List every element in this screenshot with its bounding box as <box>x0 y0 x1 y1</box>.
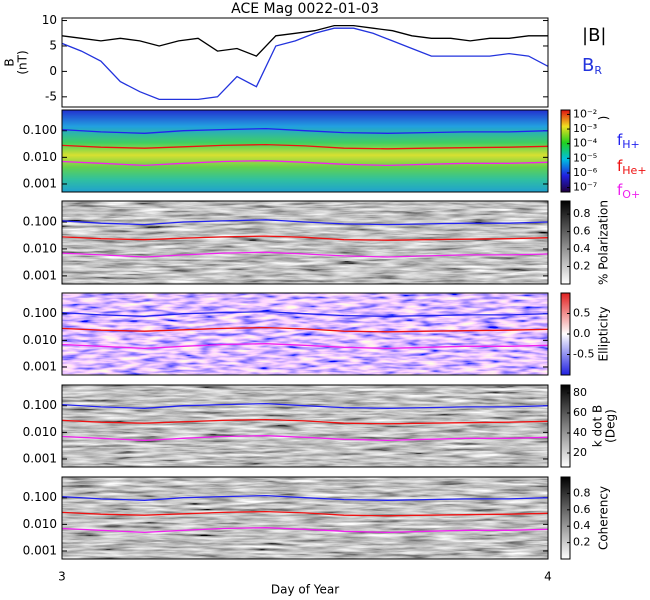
legend-main: f <box>617 181 623 199</box>
series-line <box>62 402 548 409</box>
colorbar-label: k dot B <box>591 405 605 447</box>
spectrogram-background <box>62 201 548 284</box>
colorbar-label: % Polarization <box>597 200 611 285</box>
series-line <box>62 127 548 134</box>
colorbar-tick-label: 10⁻⁷ <box>573 181 597 194</box>
y-tick-label: 0 <box>49 64 57 78</box>
series-line <box>62 24 548 57</box>
colorbar <box>560 200 571 285</box>
legend-entry: fO+ <box>617 181 640 202</box>
colorbar-tick-label: 10⁻³ <box>573 122 597 135</box>
y-axis-label: (nT) <box>16 50 30 74</box>
y-tick-label: 0.100 <box>23 398 57 412</box>
plot-frame <box>61 384 549 468</box>
series-line <box>62 251 548 258</box>
series-line <box>62 435 548 442</box>
colorbar-tick-label: -0.5 <box>573 348 594 361</box>
series-line <box>62 143 548 150</box>
legend-sub: He+ <box>622 164 646 177</box>
colorbar-tick-label: 0.2 <box>573 536 591 549</box>
y-tick-label: 0.100 <box>23 214 57 228</box>
y-tick-label: 0.100 <box>23 306 57 320</box>
legend-sub: O+ <box>622 188 640 201</box>
colorbar-tick-label: 0.6 <box>573 503 591 516</box>
colorbar-tick-label: 0.5 <box>573 307 591 320</box>
colorbar-tick-label: 0.6 <box>573 225 591 238</box>
plot-frame <box>61 200 549 285</box>
chart-title: ACE Mag 0022-01-03 <box>231 1 379 17</box>
x-tick-label: 3 <box>58 570 66 584</box>
spectrogram-background <box>62 385 548 467</box>
spectrogram-background <box>62 293 548 375</box>
spectrogram-background <box>62 477 548 559</box>
y-tick-label: 5 <box>49 38 57 52</box>
y-tick-label: 0.010 <box>23 241 57 255</box>
y-tick-label: 0.010 <box>23 425 57 439</box>
y-tick-label: 0.001 <box>23 543 57 557</box>
y-tick-label: 0.010 <box>23 150 57 164</box>
x-tick-label: 4 <box>544 570 552 584</box>
colorbar-tick-label: 40 <box>573 426 587 439</box>
series-line <box>62 418 548 425</box>
series-line <box>62 27 548 101</box>
legend-entry: |B| <box>582 25 606 46</box>
plot-frame <box>61 476 549 560</box>
colorbar-label: Coherency <box>597 486 611 550</box>
y-tick-label: 0.001 <box>23 176 57 190</box>
legend-main: B <box>582 55 594 76</box>
colorbar-tick-label: 0.2 <box>573 260 591 273</box>
colorbar-tick-label: 80 <box>573 386 587 399</box>
y-tick-label: 0.001 <box>23 359 57 373</box>
colorbar <box>560 384 571 468</box>
legend-main: f <box>617 157 623 175</box>
colorbar-tick-label: 10⁻² <box>573 107 597 120</box>
colorbar-tick-label: 0.8 <box>573 486 591 499</box>
plot-frame <box>61 292 549 376</box>
colorbar-label: (Deg) <box>604 409 618 443</box>
colorbar-tick-label: 10⁻⁵ <box>573 151 597 164</box>
series-line <box>62 510 548 517</box>
plot-frame <box>61 17 549 108</box>
x-axis-label: Day of Year <box>271 583 339 597</box>
legend-entry: BR <box>582 55 602 77</box>
series-line <box>62 160 548 167</box>
colorbar <box>560 476 571 560</box>
colorbar-label: Ellipticity <box>597 307 611 362</box>
plot-frame <box>61 109 549 193</box>
legend-entry: fH+ <box>617 131 640 152</box>
y-axis-label: B <box>3 58 17 66</box>
colorbar-tick-label: 0.0 <box>573 327 591 340</box>
legend-sub: R <box>594 64 602 77</box>
y-tick-label: 0.100 <box>23 123 57 137</box>
y-tick-label: 0.001 <box>23 268 57 282</box>
colorbar <box>560 109 571 193</box>
spectrogram-background <box>62 110 548 192</box>
series-line <box>62 494 548 501</box>
legend-entry: fHe+ <box>617 157 647 178</box>
colorbar-tick-label: 0.8 <box>573 207 591 220</box>
series-line <box>62 310 548 317</box>
series-line <box>62 527 548 534</box>
series-line <box>62 343 548 350</box>
colorbar-tick-label: 0.4 <box>573 242 591 255</box>
colorbar-tick-label: 60 <box>573 406 587 419</box>
series-line <box>62 219 548 226</box>
legend-sub: H+ <box>622 138 640 151</box>
legend-main: f <box>617 131 623 149</box>
y-tick-label: 0.001 <box>23 451 57 465</box>
colorbar-tick-label: 10⁻⁴ <box>573 137 598 150</box>
y-tick-label: 0.010 <box>23 333 57 347</box>
colorbar-tick-label: 10⁻⁶ <box>573 166 598 179</box>
colorbar-tick-label: 20 <box>573 446 587 459</box>
y-tick-label: 10 <box>42 13 57 27</box>
colorbar-label: ) <box>597 116 611 121</box>
series-line <box>62 235 548 241</box>
y-tick-label: 0.010 <box>23 517 57 531</box>
colorbar-tick-label: 0.4 <box>573 519 591 532</box>
series-line <box>62 326 548 333</box>
y-tick-label: -5 <box>45 89 57 103</box>
y-tick-label: 0.100 <box>23 490 57 504</box>
